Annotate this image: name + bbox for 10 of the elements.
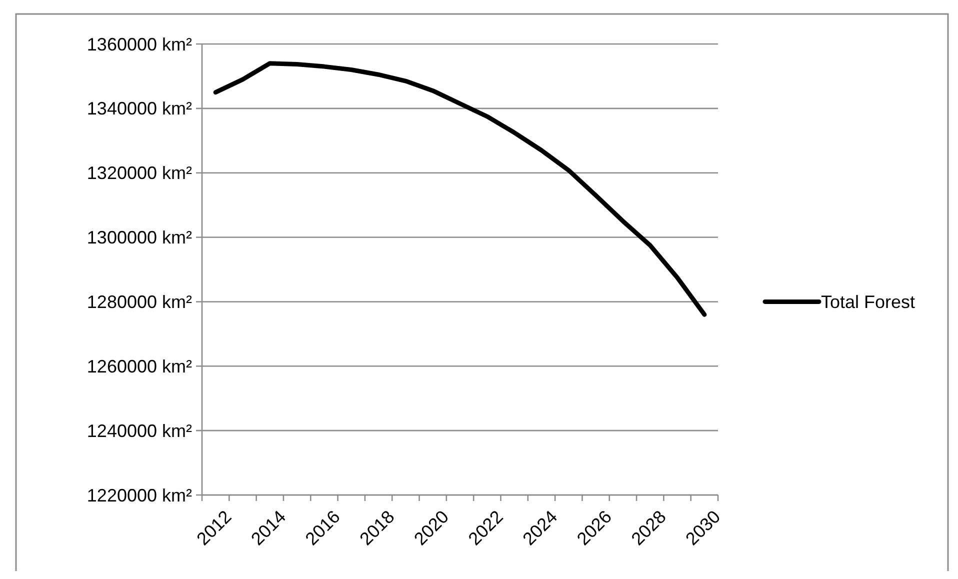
y-tick-label: 1240000 km² (86, 420, 192, 441)
y-tick-label: 1300000 km² (86, 228, 192, 248)
legend-label: Total Forest (821, 292, 916, 312)
y-tick-label: 1220000 km² (86, 485, 192, 506)
y-tick-label: 1360000 km² (86, 34, 192, 54)
y-tick-label: 1320000 km² (86, 163, 192, 184)
y-tick-label: 1340000 km² (86, 98, 192, 119)
y-tick-label: 1260000 km² (86, 356, 192, 376)
y-tick-label: 1280000 km² (86, 292, 192, 312)
line-series (213, 61, 707, 317)
